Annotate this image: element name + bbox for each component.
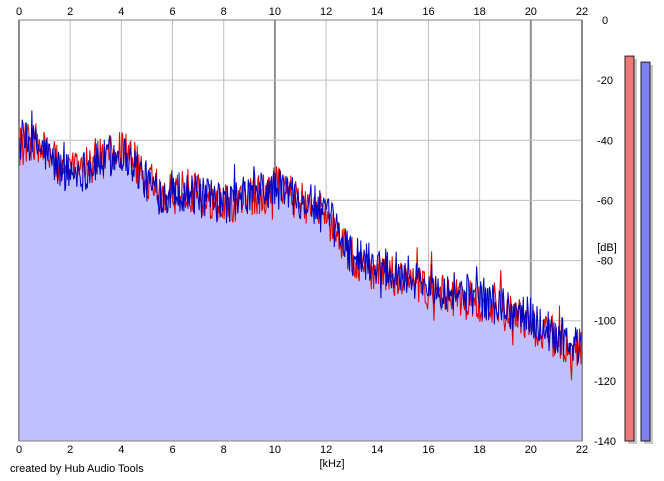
x-tick-label-bottom: 18 (474, 444, 486, 456)
credit-text: created by Hub Audio Tools (10, 463, 144, 475)
y-tick-label: -60 (597, 195, 613, 207)
y-tick-label: -120 (594, 376, 616, 388)
x-tick-label-top: 12 (320, 6, 332, 18)
y-tick-label: 0 (602, 15, 608, 27)
x-tick-label-top: 14 (371, 6, 383, 18)
x-axis-label: [kHz] (319, 458, 344, 470)
x-tick-label-bottom: 12 (320, 444, 332, 456)
left-level-meter (624, 55, 635, 442)
x-tick-label-top: 4 (118, 6, 124, 18)
series-layer (18, 110, 583, 381)
x-tick-label-bottom: 0 (16, 444, 22, 456)
x-tick-label-top: 0 (16, 6, 22, 18)
x-tick-label-bottom: 10 (269, 444, 281, 456)
x-tick-label-top: 10 (269, 6, 281, 18)
x-tick-label-bottom: 4 (118, 444, 124, 456)
x-tick-label-bottom: 16 (422, 444, 434, 456)
x-tick-label-bottom: 22 (576, 444, 588, 456)
x-tick-label-bottom: 6 (169, 444, 175, 456)
axis-frame (18, 19, 583, 442)
level-meters (624, 55, 653, 444)
x-tick-label-top: 16 (422, 6, 434, 18)
x-tick-label-top: 18 (474, 6, 486, 18)
x-tick-labels-bottom: 0 2 4 6 8 10 12 14 16 18 20 22 (16, 444, 588, 456)
x-tick-label-bottom: 20 (525, 444, 537, 456)
x-tick-label-top: 2 (67, 6, 73, 18)
x-tick-label-bottom: 14 (371, 444, 383, 456)
right-level-meter (640, 61, 651, 442)
x-tick-label-top: 22 (576, 6, 588, 18)
y-tick-labels: 0 -20 -40 -60 -80 -100 -120 -140 (594, 15, 616, 448)
x-tick-labels-top: 0 2 4 6 8 10 12 14 16 18 20 22 (16, 6, 588, 18)
x-tick-label-bottom: 8 (221, 444, 227, 456)
y-tick-label: -140 (594, 436, 616, 448)
x-tick-label-top: 8 (221, 6, 227, 18)
plot-frame (18, 19, 583, 442)
y-tick-label: -40 (597, 135, 613, 147)
y-tick-label: -20 (597, 75, 613, 87)
right-channel-line (18, 110, 583, 364)
x-tick-label-bottom: 2 (67, 444, 73, 456)
y-tick-label: -100 (594, 316, 616, 328)
y-axis-label: [dB] (597, 242, 617, 254)
x-tick-label-top: 20 (525, 6, 537, 18)
x-tick-label-top: 6 (169, 6, 175, 18)
y-tick-label: -80 (597, 256, 613, 268)
